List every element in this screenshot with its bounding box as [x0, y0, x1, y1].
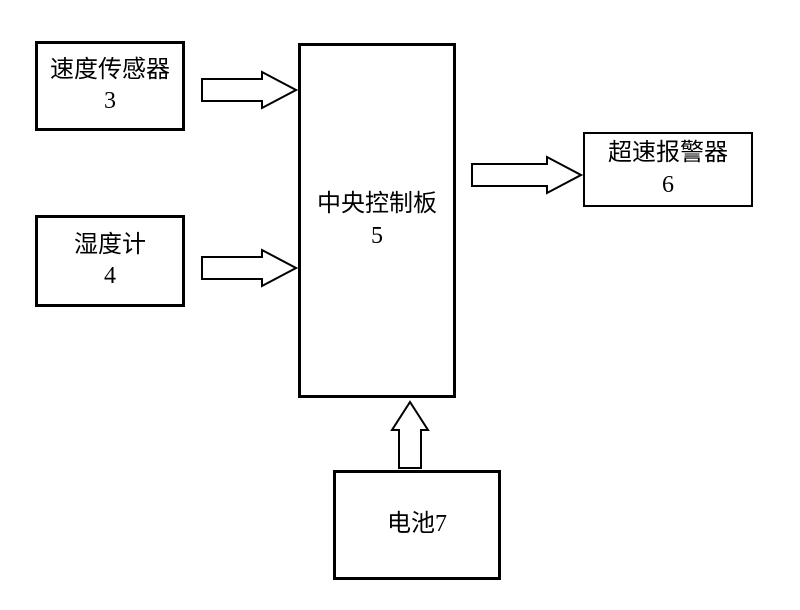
diagram-canvas: 速度传感器 3 湿度计 4 中央控制板 5 超速报警器 6 电池7 [0, 0, 800, 610]
node-overspeed-alarm: 超速报警器 6 [583, 132, 753, 207]
node-battery: 电池7 [333, 470, 501, 580]
arrow-up-icon [390, 400, 430, 470]
node-central-board: 中央控制板 5 [298, 43, 456, 398]
node-number: 3 [104, 86, 116, 117]
arrow-right-icon [470, 155, 583, 195]
node-number: 6 [662, 170, 674, 201]
node-number: 4 [104, 261, 116, 292]
node-hygrometer: 湿度计 4 [35, 215, 185, 307]
node-label: 湿度计 [74, 230, 146, 261]
node-label: 电池7 [387, 509, 447, 540]
arrow-right-icon [200, 70, 298, 110]
node-speed-sensor: 速度传感器 3 [35, 41, 185, 131]
node-label: 超速报警器 [608, 138, 728, 169]
arrow-right-icon [200, 248, 298, 288]
node-label: 中央控制板 [317, 189, 437, 220]
node-number: 5 [371, 221, 383, 252]
node-label: 速度传感器 [50, 55, 170, 86]
